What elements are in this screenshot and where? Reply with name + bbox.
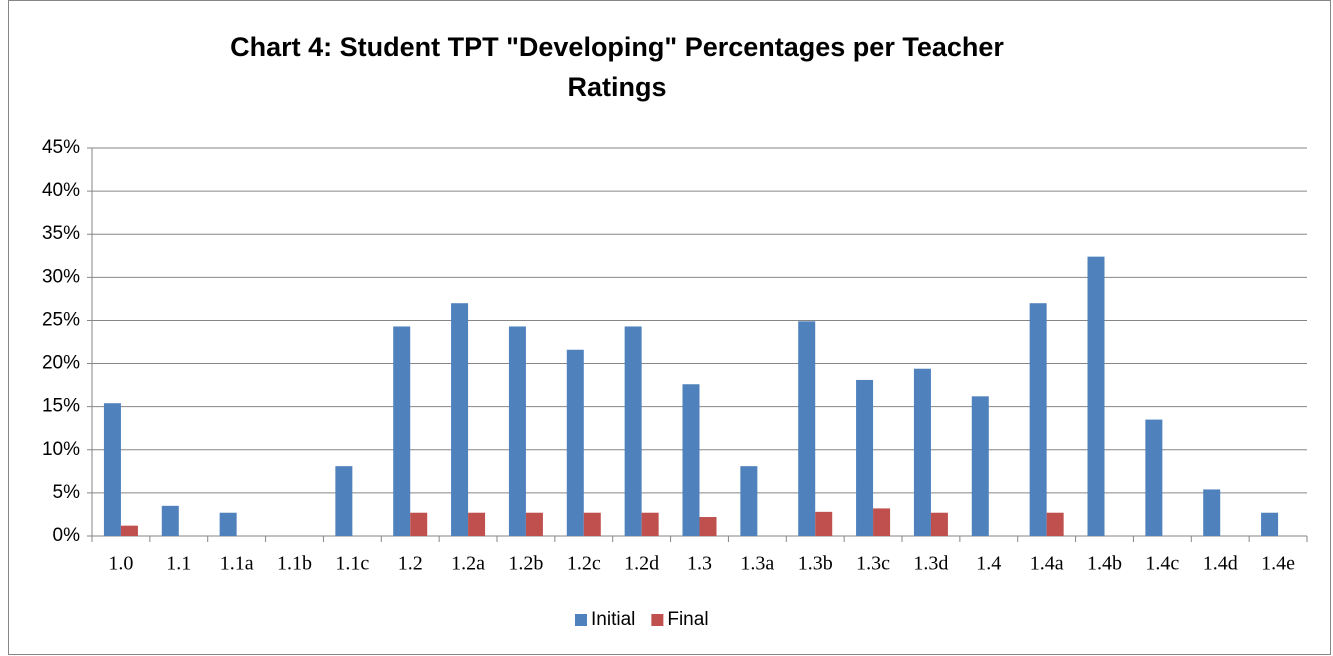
y-tick-label: 15% <box>42 396 80 417</box>
x-tick-label: 1.1 <box>166 553 191 575</box>
x-tick-label: 1.3a <box>740 553 774 575</box>
legend-swatch <box>575 614 587 626</box>
x-tick-label: 1.1b <box>277 553 312 575</box>
y-tick-label: 20% <box>42 353 80 374</box>
bar <box>583 512 601 536</box>
bar <box>1203 489 1221 536</box>
y-tick-label: 45% <box>42 137 80 158</box>
bar <box>410 512 428 536</box>
x-tick-label: 1.4a <box>1030 553 1064 575</box>
x-tick-label: 1.2b <box>508 553 543 575</box>
bar <box>451 303 469 536</box>
bar <box>798 321 816 536</box>
x-tick-label: 1.3b <box>798 553 833 575</box>
bar <box>219 512 237 536</box>
x-tick-label: 1.2a <box>451 553 485 575</box>
bar <box>103 403 121 536</box>
bar <box>1261 512 1279 536</box>
bar <box>508 326 526 536</box>
x-tick-label: 1.0 <box>108 553 133 575</box>
x-tick-label: 1.4c <box>1145 553 1179 575</box>
y-tick-label: 40% <box>42 180 80 201</box>
bar <box>815 511 833 536</box>
x-tick-label: 1.1a <box>220 553 254 575</box>
bar <box>624 326 642 536</box>
bar <box>566 349 584 536</box>
bar <box>1087 256 1105 536</box>
x-tick-label: 1.3 <box>687 553 712 575</box>
bar <box>1029 303 1047 536</box>
legend-label: Final <box>667 609 708 630</box>
bar <box>856 379 874 536</box>
y-tick-label: 35% <box>42 223 80 244</box>
x-tick-label: 1.4b <box>1087 553 1122 575</box>
bar <box>525 512 543 536</box>
legend-label: Initial <box>591 609 635 630</box>
x-tick-label: 1.4d <box>1203 553 1238 575</box>
bar <box>468 512 486 536</box>
x-tick-label: 1.4e <box>1261 553 1295 575</box>
bar <box>740 466 758 536</box>
y-tick-label: 25% <box>42 309 80 330</box>
bar <box>913 368 931 536</box>
chart-subtitle: Ratings <box>567 72 666 102</box>
x-tick-label: 1.2c <box>567 553 601 575</box>
y-tick-label: 5% <box>53 482 81 503</box>
bar <box>393 326 411 536</box>
y-tick-label: 0% <box>53 525 81 546</box>
bar <box>1145 419 1163 536</box>
bar <box>335 466 353 536</box>
bar <box>161 505 179 536</box>
y-tick-label: 30% <box>42 266 80 287</box>
x-tick-label: 1.3c <box>856 553 890 575</box>
chart-border <box>8 0 1331 655</box>
chart-title: Chart 4: Student TPT "Developing" Percen… <box>230 32 1004 62</box>
bar <box>930 512 948 536</box>
x-tick-label: 1.2 <box>398 553 423 575</box>
bar <box>120 525 138 536</box>
bar <box>971 396 989 536</box>
bar <box>873 508 891 536</box>
bar <box>682 384 700 536</box>
bar <box>699 517 717 536</box>
x-tick-label: 1.1c <box>335 553 369 575</box>
x-tick-label: 1.3d <box>913 553 948 575</box>
x-tick-label: 1.2d <box>624 553 659 575</box>
bar <box>641 512 659 536</box>
bar <box>1046 512 1064 536</box>
legend-swatch <box>651 614 664 626</box>
y-tick-label: 10% <box>42 439 80 460</box>
x-tick-label: 1.4 <box>976 553 1001 575</box>
